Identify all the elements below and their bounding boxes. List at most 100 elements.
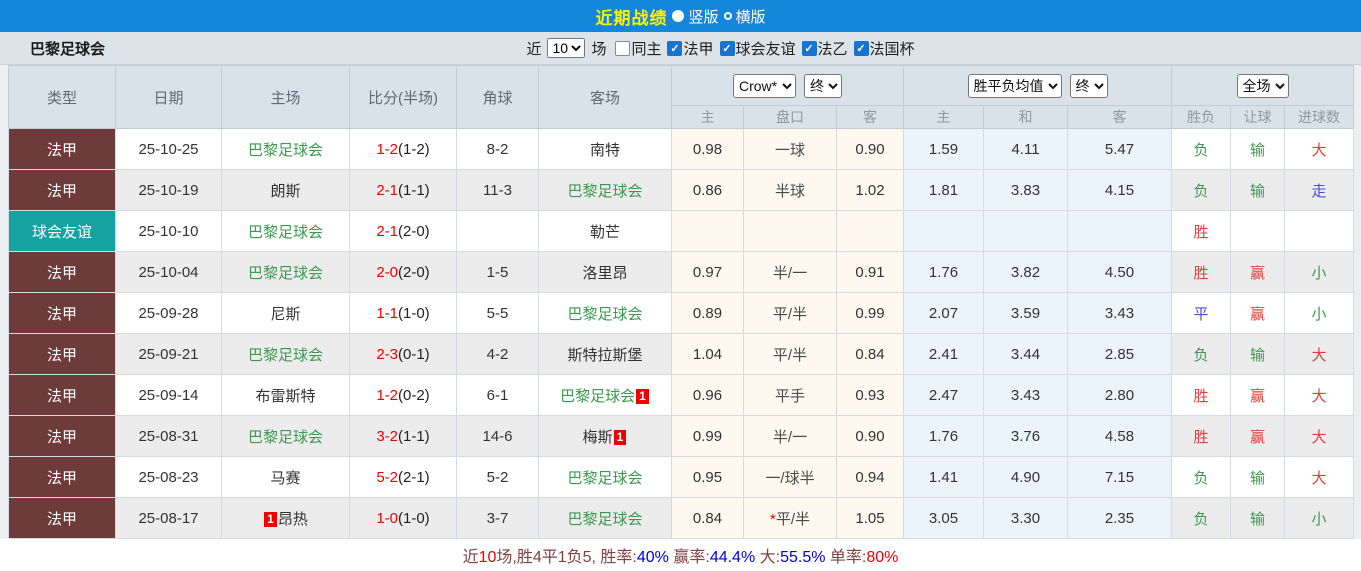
avg-draw: 4.90 <box>983 456 1068 498</box>
match-date: 25-09-28 <box>115 292 222 334</box>
score-halftime: (2-0) <box>398 263 430 281</box>
match-row: 法甲 25-08-23 马赛 5-2(2-1) 5-2 巴黎足球会 0.95 一… <box>8 456 1355 498</box>
result-handicap: 输 <box>1230 333 1286 375</box>
match-row: 法甲 25-09-21 巴黎足球会 2-3(0-1) 4-2 斯特拉斯堡 1.0… <box>8 333 1355 375</box>
score-fulltime: 1-2 <box>376 140 398 158</box>
match-row: 法甲 25-08-31 巴黎足球会 3-2(1-1) 14-6 梅斯 1 0.99… <box>8 415 1355 457</box>
match-type-cell: 球会友谊 <box>8 210 116 252</box>
avg-home: 2.07 <box>903 292 984 334</box>
filter-checkbox[interactable] <box>615 40 631 56</box>
match-type-cell: 法甲 <box>8 497 116 539</box>
layout-radio-vertical[interactable]: 竖版 <box>672 6 719 27</box>
odds-home: 0.86 <box>671 169 744 211</box>
score-fulltime: 1-1 <box>376 304 398 322</box>
odds-home: 0.96 <box>671 374 744 416</box>
summary-bar: 近10场,胜4平1负5, 胜率:40% 赢率:44.4% 大:55.5% 单率:… <box>0 539 1361 571</box>
match-row: 法甲 25-09-14 布雷斯特 1-2(0-2) 6-1 巴黎足球会 1 0.9… <box>8 374 1355 416</box>
score-fulltime: 2-0 <box>376 263 398 281</box>
handicap: 平/半 <box>743 333 837 375</box>
result-outcome: 负 <box>1171 456 1232 498</box>
handicap: 半/一 <box>743 251 837 293</box>
odds-away: 1.02 <box>836 169 904 211</box>
top-title-bar: 近期战绩 竖版 横版 <box>0 0 1361 32</box>
match-date: 25-10-19 <box>115 169 222 211</box>
filter-checkbox[interactable]: ✓ <box>667 40 683 56</box>
handicap: *平/半 <box>743 497 837 539</box>
results-table: 类型 日期 主场 比分(半场) 角球 客场 Crow* 终 胜平负均值终 全场 主… <box>8 65 1355 539</box>
score-fulltime: 5-2 <box>376 468 398 486</box>
home-team: 朗斯 <box>221 169 350 211</box>
summary-part: 10 <box>478 549 497 566</box>
match-date: 25-10-04 <box>115 251 222 293</box>
avg-home: 1.76 <box>903 251 984 293</box>
page-title: 近期战绩 <box>595 8 668 28</box>
scope-select[interactable]: 全场 <box>1236 73 1289 98</box>
odds-time-select[interactable]: 终 <box>804 73 842 98</box>
result-handicap <box>1230 210 1286 252</box>
subheader-outcome: 胜负 <box>1171 105 1232 129</box>
league-filters: 同主 ✓ 法甲 ✓ 球会友谊 ✓ 法乙 ✓ 法国杯 <box>609 38 915 59</box>
score-halftime: (1-2) <box>398 140 430 158</box>
avg-draw: 3.44 <box>983 333 1068 375</box>
result-outcome: 胜 <box>1171 415 1232 457</box>
result-goals: 大 <box>1284 374 1355 416</box>
avg-away: 4.15 <box>1066 169 1173 211</box>
avg-away <box>1066 210 1173 252</box>
layout-radio-horizontal[interactable]: 横版 <box>723 6 766 27</box>
filter-checkbox[interactable]: ✓ <box>853 40 869 56</box>
match-row: 法甲 25-10-19 朗斯 2-1(1-1) 11-3 巴黎足球会 0.86 … <box>8 169 1355 211</box>
home-team: 尼斯 <box>221 292 350 334</box>
score: 1-2(1-2) <box>349 128 457 170</box>
avg-source-select[interactable]: 胜平负均值 <box>967 73 1062 98</box>
odds-company-select[interactable]: Crow* <box>733 73 796 98</box>
col-header-score: 比分(半场) <box>349 65 457 129</box>
avg-away: 2.85 <box>1066 333 1173 375</box>
result-outcome: 胜 <box>1171 374 1232 416</box>
summary-part: 44.4% <box>709 549 756 566</box>
corners-score: 3-7 <box>456 497 539 539</box>
avg-home: 3.05 <box>903 497 984 539</box>
odds-home <box>671 210 744 252</box>
score-halftime: (1-1) <box>398 181 430 199</box>
radio-selected-icon <box>672 10 685 22</box>
filter-checkbox[interactable]: ✓ <box>801 40 817 56</box>
score: 5-2(2-1) <box>349 456 457 498</box>
odds-away: 0.90 <box>836 415 904 457</box>
avg-home: 1.81 <box>903 169 984 211</box>
result-outcome: 负 <box>1171 169 1232 211</box>
score: 3-2(1-1) <box>349 415 457 457</box>
away-team: 勒芒 <box>538 210 672 252</box>
match-type-cell: 法甲 <box>8 456 116 498</box>
match-date: 25-08-23 <box>115 456 222 498</box>
odds-home: 0.99 <box>671 415 744 457</box>
summary-part: 55.5% <box>780 549 826 566</box>
handicap: 半球 <box>743 169 837 211</box>
match-type-cell: 法甲 <box>8 333 116 375</box>
subheader-avg-draw: 和 <box>983 105 1068 129</box>
radio-label: 横版 <box>735 8 766 26</box>
filter-checkbox[interactable]: ✓ <box>719 40 735 56</box>
avg-away: 5.47 <box>1066 128 1173 170</box>
result-goals: 小 <box>1284 292 1355 334</box>
summary-text: 近10场,胜4平1负5, 胜率:40% 赢率:44.4% 大:55.5% 单率:… <box>463 543 899 567</box>
subheader-handicap: 盘口 <box>743 105 837 129</box>
home-team: 巴黎足球会 <box>221 333 350 375</box>
recent-count-select[interactable]: 10 <box>547 38 586 58</box>
subheader-goals: 进球数 <box>1284 105 1355 129</box>
avg-away: 7.15 <box>1066 456 1173 498</box>
home-team: 巴黎足球会 <box>221 128 350 170</box>
odds-group-header: Crow* 终 <box>671 65 904 106</box>
summary-part: 单率: <box>825 549 867 566</box>
score-fulltime: 2-1 <box>376 181 398 199</box>
match-row: 球会友谊 25-10-10 巴黎足球会 2-1(2-0) 勒芒 胜 <box>8 210 1355 252</box>
avg-time-select[interactable]: 终 <box>1069 73 1108 98</box>
handicap <box>743 210 837 252</box>
col-header-home: 主场 <box>221 65 350 129</box>
avg-draw: 3.59 <box>983 292 1068 334</box>
home-team: 布雷斯特 <box>221 374 350 416</box>
match-type-cell: 法甲 <box>8 169 116 211</box>
avg-away: 2.35 <box>1066 497 1173 539</box>
handicap: 平手 <box>743 374 837 416</box>
result-goals: 小 <box>1284 497 1355 539</box>
odds-away: 1.05 <box>836 497 904 539</box>
